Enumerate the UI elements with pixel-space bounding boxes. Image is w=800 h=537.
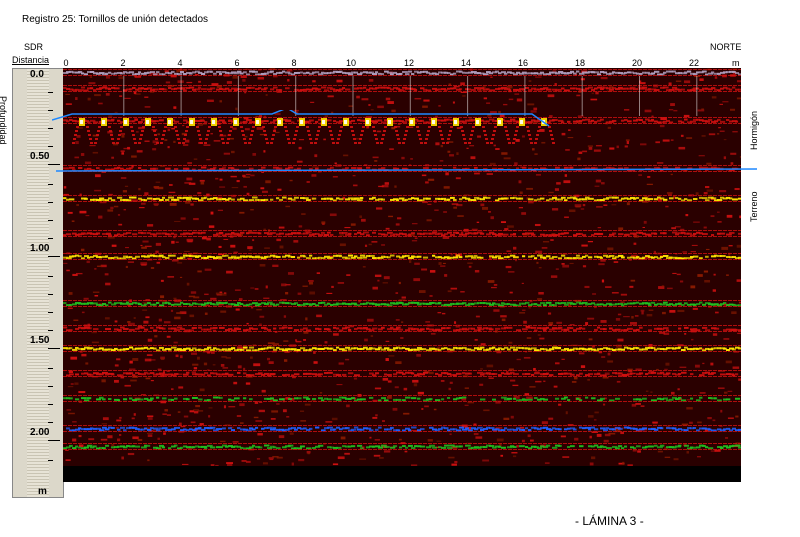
depth-tick-line	[48, 256, 60, 257]
minor-tick	[48, 238, 53, 239]
distance-label: Distancia	[12, 55, 50, 65]
figure-title: Registro 25: Tornillos de unión detectad…	[22, 14, 209, 25]
layer-label-lower: Terreno	[749, 191, 759, 222]
x-tick: 4	[177, 58, 183, 68]
rebar-line	[52, 110, 550, 127]
minor-tick	[48, 146, 53, 147]
minor-tick	[48, 312, 53, 313]
depth-unit: m	[38, 486, 47, 497]
minor-tick	[48, 330, 53, 331]
x-tick: 16	[517, 58, 529, 68]
minor-tick	[48, 422, 53, 423]
radargram-canvas	[63, 68, 741, 471]
minor-tick	[48, 368, 53, 369]
x-tick: 18	[574, 58, 586, 68]
right-direction-label: NORTE	[710, 42, 742, 52]
minor-tick	[48, 92, 53, 93]
concrete-terrain-interface	[55, 168, 757, 172]
minor-tick	[48, 184, 53, 185]
left-direction-label: SDR	[24, 42, 44, 52]
minor-tick	[48, 110, 53, 111]
depth-tick-line	[48, 164, 60, 165]
depth-tick-0: 0.0	[30, 69, 44, 80]
minor-tick	[48, 460, 53, 461]
x-tick: 22	[688, 58, 700, 68]
interface-lines	[52, 110, 757, 172]
depth-tick-line	[48, 348, 60, 349]
radargram-bottom-bar	[63, 466, 741, 482]
x-tick: 2	[120, 58, 126, 68]
x-unit: m	[732, 58, 740, 68]
x-tick: 6	[234, 58, 240, 68]
layer-label-upper: Hormigón	[749, 110, 759, 150]
minor-tick	[48, 276, 53, 277]
x-tick: 12	[403, 58, 415, 68]
minor-tick	[48, 404, 53, 405]
x-tick: 20	[631, 58, 643, 68]
depth-tick-line	[48, 440, 60, 441]
minor-tick	[48, 128, 53, 129]
depth-tick-050: 0.50	[30, 151, 50, 162]
x-tick: 10	[345, 58, 357, 68]
radargram	[63, 68, 741, 480]
depth-tick-100: 1.00	[30, 243, 50, 254]
plate-caption: - LÁMINA 3 -	[575, 514, 644, 528]
x-tick: 0	[63, 58, 69, 68]
depth-tick-150: 1.50	[30, 335, 50, 346]
depth-tick-200: 2.00	[30, 427, 50, 438]
minor-tick	[48, 220, 53, 221]
x-tick: 14	[460, 58, 472, 68]
minor-tick	[48, 202, 53, 203]
x-tick: 8	[291, 58, 297, 68]
depth-scale-panel	[12, 68, 64, 498]
minor-tick	[48, 294, 53, 295]
minor-tick	[48, 386, 53, 387]
depth-axis-label: Profundidad	[0, 96, 8, 145]
